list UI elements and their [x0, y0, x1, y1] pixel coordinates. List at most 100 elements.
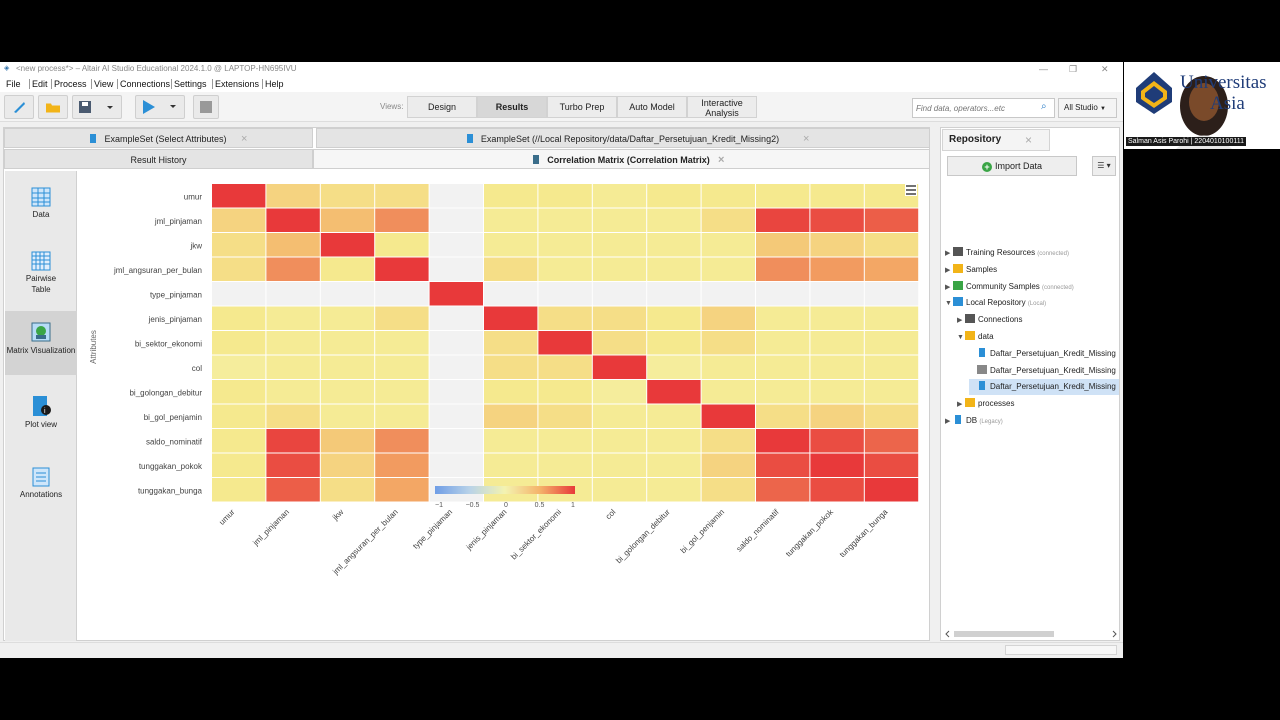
heatmap-cell-saldo_nominatif-bi_sektor_ekonomi[interactable]: [538, 429, 592, 453]
heatmap-cell-jkw-type_pinjaman[interactable]: [429, 233, 483, 257]
heatmap-cell-col-type_pinjaman[interactable]: [429, 355, 483, 380]
heatmap-cell-bi_sektor_ekonomi-saldo_nominatif[interactable]: [756, 331, 810, 355]
tab-exampleset-select-attributes[interactable]: ExampleSet (Select Attributes) ×: [4, 128, 313, 148]
heatmap-cell-jkw-bi_sektor_ekonomi[interactable]: [538, 233, 592, 257]
heatmap-cell-type_pinjaman-type_pinjaman[interactable]: [429, 282, 483, 306]
heatmap-cell-tunggakan_pokok-jkw[interactable]: [320, 453, 375, 478]
heatmap-cell-bi_sektor_ekonomi-tunggakan_bunga[interactable]: [864, 331, 919, 355]
heatmap-cell-col-jml_angsuran_per_bulan[interactable]: [375, 355, 429, 380]
heatmap-cell-tunggakan_bunga-jml_angsuran_per_bulan[interactable]: [375, 478, 429, 502]
heatmap-cell-type_pinjaman-bi_gol_penjamin[interactable]: [701, 282, 755, 306]
heatmap-cell-bi_gol_penjamin-umur[interactable]: [212, 404, 266, 429]
heatmap-cell-tunggakan_pokok-jml_pinjaman[interactable]: [266, 453, 320, 478]
heatmap-cell-bi_sektor_ekonomi-bi_sektor_ekonomi[interactable]: [538, 331, 592, 355]
heatmap-cell-col-jenis_pinjaman[interactable]: [484, 355, 538, 380]
heatmap-cell-bi_gol_penjamin-type_pinjaman[interactable]: [429, 404, 483, 429]
heatmap-cell-tunggakan_pokok-tunggakan_bunga[interactable]: [864, 453, 919, 478]
heatmap-cell-tunggakan_pokok-tunggakan_pokok[interactable]: [810, 453, 864, 478]
heatmap-cell-bi_sektor_ekonomi-tunggakan_pokok[interactable]: [810, 331, 864, 355]
heatmap-cell-type_pinjaman-jml_pinjaman[interactable]: [266, 282, 320, 306]
heatmap-cell-saldo_nominatif-tunggakan_pokok[interactable]: [810, 429, 864, 453]
heatmap-cell-jkw-jenis_pinjaman[interactable]: [484, 233, 538, 257]
heatmap-cell-bi_golongan_debitur-jenis_pinjaman[interactable]: [484, 380, 538, 404]
view-turbo-prep-button[interactable]: Turbo Prep: [547, 96, 617, 118]
heatmap-cell-bi_sektor_ekonomi-type_pinjaman[interactable]: [429, 331, 483, 355]
menu-view[interactable]: View: [91, 79, 113, 89]
heatmap-cell-jml_pinjaman-type_pinjaman[interactable]: [429, 208, 483, 233]
menu-file[interactable]: File: [6, 79, 21, 89]
heatmap-cell-jenis_pinjaman-bi_sektor_ekonomi[interactable]: [538, 306, 592, 331]
heatmap-cell-jenis_pinjaman-jml_pinjaman[interactable]: [266, 306, 320, 331]
heatmap-cell-umur-jml_pinjaman[interactable]: [266, 184, 320, 208]
close-tab-icon[interactable]: ×: [718, 154, 725, 166]
heatmap-cell-tunggakan_bunga-saldo_nominatif[interactable]: [756, 478, 810, 502]
heatmap-cell-tunggakan_bunga-tunggakan_pokok[interactable]: [810, 478, 864, 502]
heatmap-cell-jenis_pinjaman-jkw[interactable]: [320, 306, 375, 331]
heatmap-cell-col-jml_pinjaman[interactable]: [266, 355, 320, 380]
heatmap-cell-jenis_pinjaman-bi_golongan_debitur[interactable]: [647, 306, 701, 331]
heatmap-cell-bi_sektor_ekonomi-jkw[interactable]: [320, 331, 375, 355]
heatmap-cell-jml_angsuran_per_bulan-tunggakan_pokok[interactable]: [810, 257, 864, 282]
heatmap-cell-jml_pinjaman-bi_golongan_debitur[interactable]: [647, 208, 701, 233]
heatmap-cell-jml_angsuran_per_bulan-tunggakan_bunga[interactable]: [864, 257, 919, 282]
search-scope-dropdown[interactable]: All Studio ▼: [1058, 98, 1117, 118]
repository-item[interactable]: ▶ Community Samples (connected): [945, 279, 1119, 295]
heatmap-cell-bi_gol_penjamin-jenis_pinjaman[interactable]: [484, 404, 538, 429]
heatmap-cell-type_pinjaman-jkw[interactable]: [320, 282, 375, 306]
repository-item[interactable]: Daftar_Persetujuan_Kredit_Missing: [969, 346, 1119, 362]
heatmap-cell-jml_pinjaman-umur[interactable]: [212, 208, 266, 233]
repository-item[interactable]: ▶ Connections: [957, 312, 1119, 328]
heatmap-cell-saldo_nominatif-jml_angsuran_per_bulan[interactable]: [375, 429, 429, 453]
heatmap-cell-bi_gol_penjamin-bi_gol_penjamin[interactable]: [701, 404, 755, 429]
heatmap-cell-type_pinjaman-bi_golongan_debitur[interactable]: [647, 282, 701, 306]
heatmap-cell-bi_gol_penjamin-tunggakan_pokok[interactable]: [810, 404, 864, 429]
heatmap-cell-tunggakan_bunga-umur[interactable]: [212, 478, 266, 502]
heatmap-cell-type_pinjaman-tunggakan_bunga[interactable]: [864, 282, 919, 306]
heatmap-cell-bi_sektor_ekonomi-bi_golongan_debitur[interactable]: [647, 331, 701, 355]
heatmap-cell-jml_pinjaman-jml_pinjaman[interactable]: [266, 208, 320, 233]
heatmap-cell-umur-umur[interactable]: [212, 184, 266, 208]
heatmap-cell-umur-type_pinjaman[interactable]: [429, 184, 483, 208]
heatmap-cell-col-tunggakan_bunga[interactable]: [864, 355, 919, 380]
view-design-button[interactable]: Design: [407, 96, 477, 118]
chevron-right-icon[interactable]: ▶: [945, 283, 951, 291]
heatmap-cell-type_pinjaman-col[interactable]: [592, 282, 647, 306]
nav-annotations[interactable]: Annotations: [5, 461, 77, 505]
repository-item[interactable]: ▼ data: [957, 329, 1119, 345]
heatmap-cell-col-bi_gol_penjamin[interactable]: [701, 355, 755, 380]
tab-exampleset-local-repository[interactable]: ExampleSet (//Local Repository/data/Daft…: [316, 128, 930, 148]
stop-button[interactable]: [193, 95, 219, 119]
heatmap-cell-jenis_pinjaman-jml_angsuran_per_bulan[interactable]: [375, 306, 429, 331]
heatmap-cell-bi_sektor_ekonomi-jml_pinjaman[interactable]: [266, 331, 320, 355]
menu-connections[interactable]: Connections: [117, 79, 170, 89]
nav-matrix-visualization[interactable]: Matrix Visualization: [5, 311, 77, 375]
heatmap-cell-bi_golongan_debitur-bi_sektor_ekonomi[interactable]: [538, 380, 592, 404]
heatmap-cell-jenis_pinjaman-jenis_pinjaman[interactable]: [484, 306, 538, 331]
repository-item[interactable]: ▼ Local Repository (Local): [945, 295, 1119, 311]
heatmap-cell-jkw-jml_angsuran_per_bulan[interactable]: [375, 233, 429, 257]
heatmap-cell-tunggakan_pokok-jml_angsuran_per_bulan[interactable]: [375, 453, 429, 478]
heatmap-cell-umur-saldo_nominatif[interactable]: [756, 184, 810, 208]
heatmap-cell-jml_angsuran_per_bulan-col[interactable]: [592, 257, 647, 282]
heatmap-cell-jml_angsuran_per_bulan-bi_sektor_ekonomi[interactable]: [538, 257, 592, 282]
heatmap-cell-bi_golongan_debitur-jml_pinjaman[interactable]: [266, 380, 320, 404]
heatmap-cell-umur-jml_angsuran_per_bulan[interactable]: [375, 184, 429, 208]
heatmap-cell-tunggakan_pokok-col[interactable]: [592, 453, 647, 478]
heatmap-cell-bi_sektor_ekonomi-umur[interactable]: [212, 331, 266, 355]
heatmap-cell-jml_angsuran_per_bulan-jenis_pinjaman[interactable]: [484, 257, 538, 282]
nav-data[interactable]: Data: [5, 179, 77, 231]
heatmap-cell-jenis_pinjaman-type_pinjaman[interactable]: [429, 306, 483, 331]
heatmap-cell-jml_pinjaman-bi_gol_penjamin[interactable]: [701, 208, 755, 233]
chevron-right-icon[interactable]: ▶: [945, 266, 951, 274]
heatmap-cell-bi_golongan_debitur-tunggakan_bunga[interactable]: [864, 380, 919, 404]
heatmap-cell-saldo_nominatif-tunggakan_bunga[interactable]: [864, 429, 919, 453]
heatmap-cell-jenis_pinjaman-tunggakan_pokok[interactable]: [810, 306, 864, 331]
heatmap-cell-saldo_nominatif-col[interactable]: [592, 429, 647, 453]
open-button[interactable]: [38, 95, 68, 119]
run-button[interactable]: [135, 95, 185, 119]
heatmap-cell-jkw-tunggakan_pokok[interactable]: [810, 233, 864, 257]
heatmap-cell-umur-bi_gol_penjamin[interactable]: [701, 184, 755, 208]
heatmap-cell-col-tunggakan_pokok[interactable]: [810, 355, 864, 380]
view-interactive-analysis-button[interactable]: Interactive Analysis: [687, 96, 757, 118]
heatmap-cell-bi_golongan_debitur-type_pinjaman[interactable]: [429, 380, 483, 404]
